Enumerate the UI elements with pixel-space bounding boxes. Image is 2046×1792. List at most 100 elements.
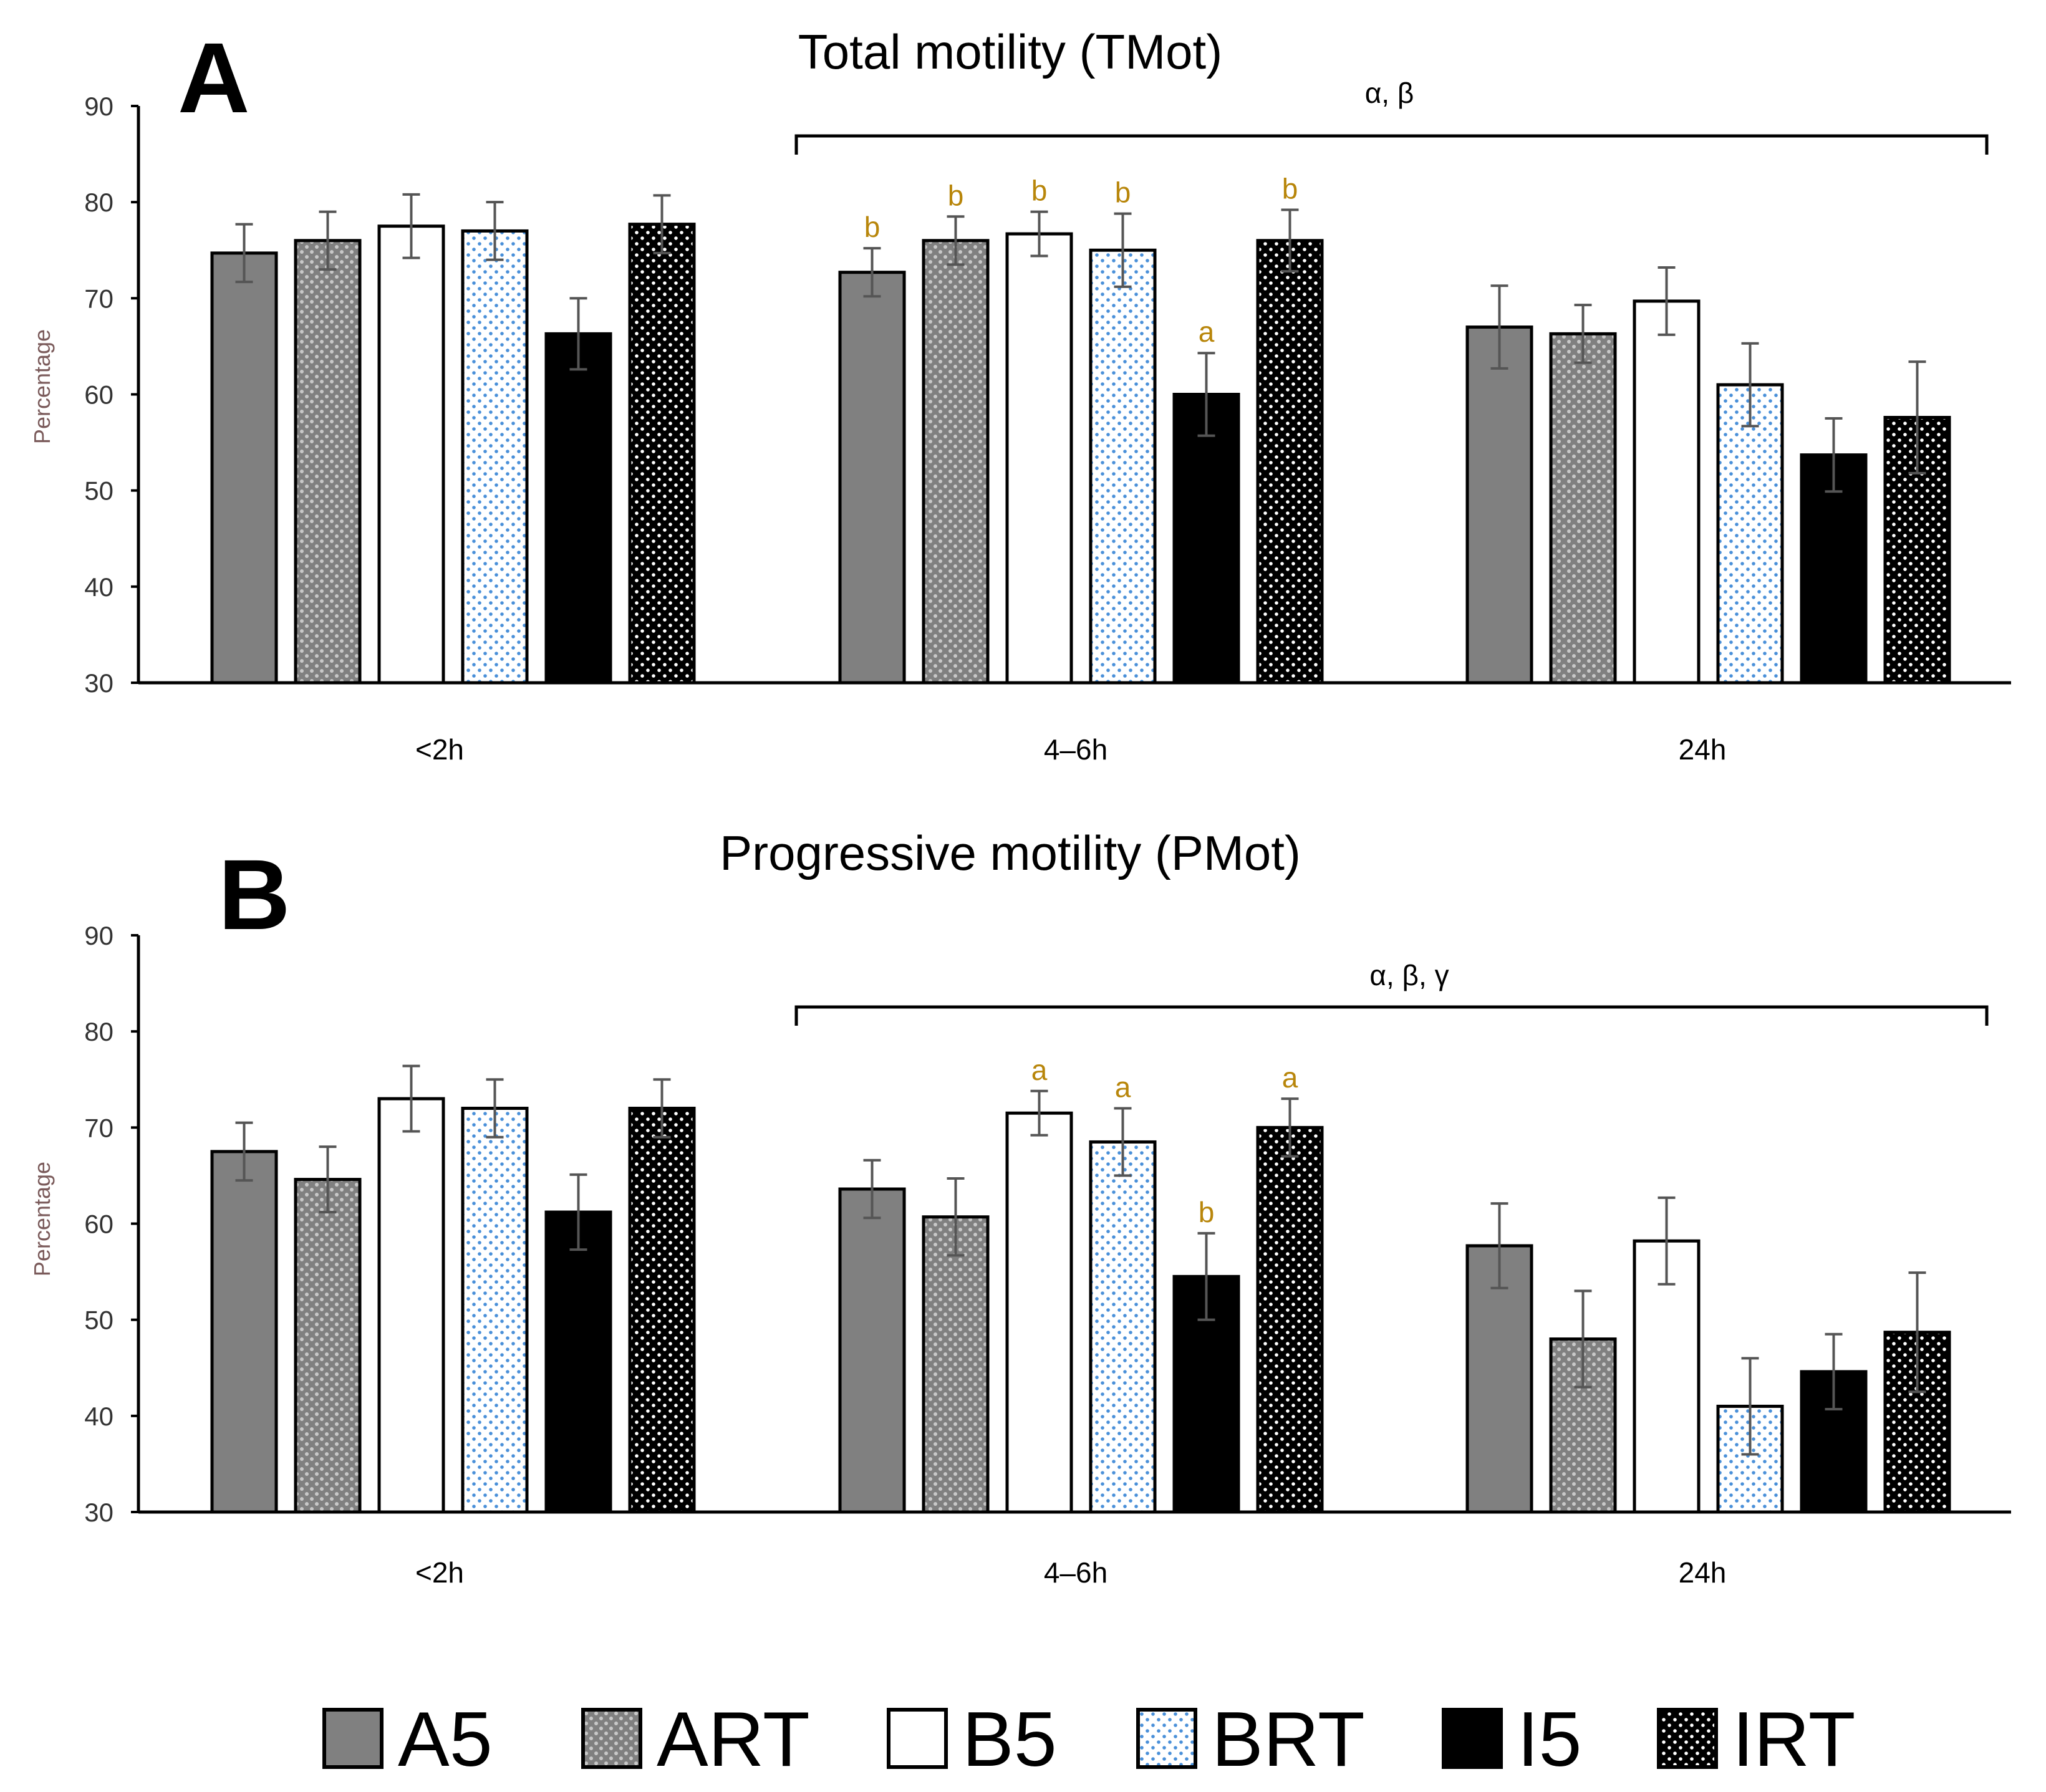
panel-letter: A xyxy=(178,22,250,133)
bar-art-2h xyxy=(294,239,362,685)
legend-label-a5: A5 xyxy=(398,1697,493,1783)
error-bar xyxy=(1114,1107,1132,1177)
bar-brt-2h xyxy=(461,229,529,685)
y-tick-label: 70 xyxy=(84,284,113,313)
category-label-24h: 24h xyxy=(1679,733,1727,766)
bar-b5-4-6h xyxy=(1005,1111,1073,1514)
error-bar xyxy=(1114,212,1132,288)
legend-label-i5: I5 xyxy=(1517,1697,1581,1783)
significance-letter: b xyxy=(1115,176,1131,209)
bar-i5-2h xyxy=(544,332,612,685)
bar-brt-2h xyxy=(461,1107,529,1514)
error-bar xyxy=(863,247,881,298)
chart-marks: 30 40 50 60 70 80 90 b b b b a b xyxy=(84,92,2011,698)
legend-label-brt: BRT xyxy=(1212,1697,1365,1783)
bar-i5-24h xyxy=(1800,453,1868,685)
y-tick-label: 30 xyxy=(84,668,113,698)
error-bar xyxy=(235,223,253,284)
error-bar xyxy=(653,1078,671,1139)
chart-title: Total motility (TMot) xyxy=(798,24,1222,79)
bar-i5-4-6h xyxy=(1172,393,1240,685)
error-bar xyxy=(569,297,587,371)
panel-a: A Total motility (TMot) Percentage 30 40 5… xyxy=(29,22,2011,766)
legend: A5 ART B5 BRT I5 IRT xyxy=(322,1697,1856,1783)
bar-art-4-6h xyxy=(922,239,990,685)
y-tick-label: 70 xyxy=(84,1113,113,1142)
significance-letter: b xyxy=(864,211,881,243)
error-bar xyxy=(1825,1332,1843,1411)
bar-b5-24h xyxy=(1633,299,1701,685)
error-bar xyxy=(319,210,337,271)
error-bar xyxy=(1490,284,1508,370)
error-bar xyxy=(1281,1097,1299,1158)
panel-letter: B xyxy=(218,839,291,950)
error-bar xyxy=(947,215,965,266)
bar-b5-2h xyxy=(377,1097,445,1514)
error-bar xyxy=(1030,210,1048,258)
category-label-24h: 24h xyxy=(1679,1556,1727,1589)
error-bar xyxy=(1490,1202,1508,1289)
significance-letter: a xyxy=(1115,1071,1131,1104)
error-bar xyxy=(1741,342,1759,428)
error-bar xyxy=(1908,360,1926,474)
error-bar xyxy=(1908,1271,1926,1394)
bar-a5-2h xyxy=(210,1150,278,1514)
y-tick-label: 80 xyxy=(84,1017,113,1046)
error-bar xyxy=(1741,1357,1759,1456)
bar-irt-4-6h xyxy=(1256,1125,1324,1514)
error-bar xyxy=(569,1173,587,1251)
y-tick-label: 50 xyxy=(84,1306,113,1335)
error-bar xyxy=(402,1064,420,1133)
legend-swatch-art xyxy=(581,1708,642,1769)
bar-brt-4-6h xyxy=(1089,1140,1157,1514)
chart-title: Progressive motility (PMot) xyxy=(720,826,1301,880)
panel-b: B Progressive motility (PMot) Percentage… xyxy=(29,826,2011,1589)
bar-irt-4-6h xyxy=(1256,239,1324,685)
bar-a5-2h xyxy=(210,251,278,685)
error-bar xyxy=(486,1078,504,1139)
bar-brt-24h xyxy=(1716,383,1784,685)
bar-a5-24h xyxy=(1465,325,1533,685)
y-tick-label: 50 xyxy=(84,476,113,506)
category-label-lt2h: <2h xyxy=(415,733,464,766)
significance-letter: b xyxy=(1282,173,1298,205)
error-bar xyxy=(402,193,420,259)
legend-swatch-i5 xyxy=(1442,1708,1503,1769)
error-bar xyxy=(235,1121,253,1182)
legend-swatch-brt xyxy=(1136,1708,1197,1769)
bar-irt-2h xyxy=(628,1107,696,1514)
error-bar xyxy=(1574,1289,1592,1389)
y-tick-label: 40 xyxy=(84,572,113,602)
category-label-4-6h: 4–6h xyxy=(1044,1556,1107,1589)
legend-swatch-b5 xyxy=(887,1708,948,1769)
significance-letter: b xyxy=(948,179,964,211)
significance-letter: b xyxy=(1199,1196,1215,1228)
bar-a5-4-6h xyxy=(838,1187,906,1514)
bar-art-4-6h xyxy=(922,1215,990,1514)
y-tick-label: 60 xyxy=(84,1210,113,1239)
error-bar xyxy=(1574,304,1592,364)
error-bar xyxy=(1197,352,1215,437)
bar-irt-2h xyxy=(628,223,696,685)
significance-letter: a xyxy=(1282,1061,1298,1094)
bar-b5-4-6h xyxy=(1005,232,1073,685)
bar-a5-4-6h xyxy=(838,271,906,685)
significance-bracket xyxy=(794,134,1989,155)
error-bar xyxy=(1197,1231,1215,1321)
bar-brt-4-6h xyxy=(1089,248,1157,685)
significance-label: α, β xyxy=(1365,77,1414,109)
legend-swatch-irt xyxy=(1657,1708,1718,1769)
significance-letter: b xyxy=(1031,175,1048,207)
error-bar xyxy=(486,201,504,261)
significance-bracket xyxy=(794,1005,1989,1026)
y-tick-label: 60 xyxy=(84,380,113,410)
bar-art-24h xyxy=(1549,332,1617,685)
significance-label: α, β, γ xyxy=(1369,959,1449,991)
significance-letter: a xyxy=(1031,1054,1048,1086)
error-bar xyxy=(1658,1196,1676,1286)
legend-swatch-a5 xyxy=(322,1708,384,1769)
error-bar xyxy=(653,194,671,254)
chart-marks: 30 40 50 60 70 80 90 a a b a xyxy=(84,921,2011,1527)
y-tick-label: 40 xyxy=(84,1402,113,1431)
